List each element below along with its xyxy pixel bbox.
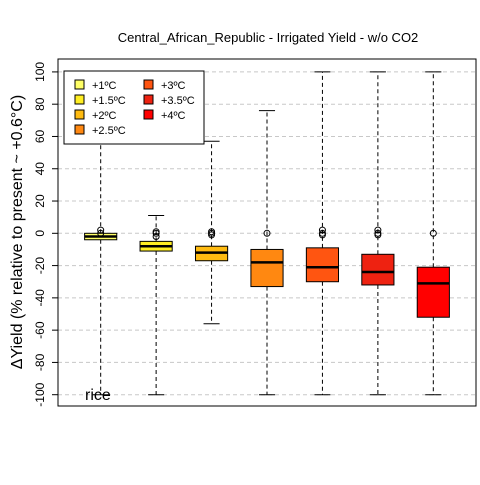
- boxplot: [194, 140, 229, 325]
- outlier-point: [152, 228, 160, 236]
- legend-label: +1ºC: [92, 80, 117, 92]
- legend-label: +3ºC: [161, 80, 186, 92]
- legend-label: +2ºC: [92, 110, 117, 122]
- boxes: [84, 71, 450, 396]
- outlier-point: [97, 226, 105, 234]
- legend-label: +1.5ºC: [92, 95, 126, 107]
- outlier-point: [318, 226, 326, 234]
- y-tick-label: 20: [33, 194, 47, 208]
- y-tick-label: -100: [33, 382, 47, 406]
- y-tick-label: 60: [33, 129, 47, 143]
- outlier-point: [429, 229, 437, 237]
- y-tick-label: -80: [33, 353, 47, 371]
- box: [416, 266, 450, 318]
- legend-box: [63, 70, 205, 145]
- chart-title: Central_African_Republic - Irrigated Yie…: [118, 30, 419, 45]
- y-axis-label: ΔYield (% relative to present ~ +0.6°C): [9, 95, 26, 369]
- outlier-point: [263, 229, 271, 237]
- legend-swatch: [74, 79, 85, 90]
- y-tick-label: 0: [33, 230, 47, 237]
- plot-frame: [57, 58, 477, 407]
- y-tick-label: 80: [33, 97, 47, 111]
- y-tick-label: -20: [33, 257, 47, 275]
- outlier-point: [152, 233, 160, 241]
- box: [250, 248, 284, 288]
- legend-swatch: [74, 94, 85, 105]
- outlier-point: [374, 226, 382, 234]
- y-axis: -100 -80 -60 -40 -20 0 20 40 60 80 100: [33, 62, 58, 407]
- boxplot: [361, 71, 395, 396]
- legend: +1ºC +1.5ºC +2ºC +2.5ºC +3ºC +3.5ºC +4ºC: [63, 70, 205, 145]
- legend-swatch: [143, 109, 154, 120]
- legend-swatch: [143, 79, 154, 90]
- crop-annotation: rice: [85, 387, 111, 404]
- boxplot: [305, 71, 340, 396]
- boxplot: [139, 215, 173, 396]
- legend-swatch: [143, 94, 154, 105]
- box: [305, 247, 340, 283]
- outlier-point: [208, 228, 216, 236]
- legend-label: +2.5ºC: [92, 125, 126, 137]
- y-tick-label: -60: [33, 321, 47, 339]
- boxplot: [416, 71, 450, 396]
- y-tick-label: 40: [33, 162, 47, 176]
- outlier-point: [374, 229, 382, 237]
- y-tick-label: -40: [33, 289, 47, 307]
- legend-label: +3.5ºC: [161, 95, 195, 107]
- outlier-point: [97, 229, 105, 237]
- box: [361, 253, 395, 286]
- outlier-point: [318, 229, 326, 237]
- y-tick-label: 100: [33, 62, 47, 82]
- legend-swatch: [74, 109, 85, 120]
- legend-swatch: [74, 124, 85, 135]
- legend-label: +4ºC: [161, 110, 186, 122]
- boxplot: [250, 110, 284, 396]
